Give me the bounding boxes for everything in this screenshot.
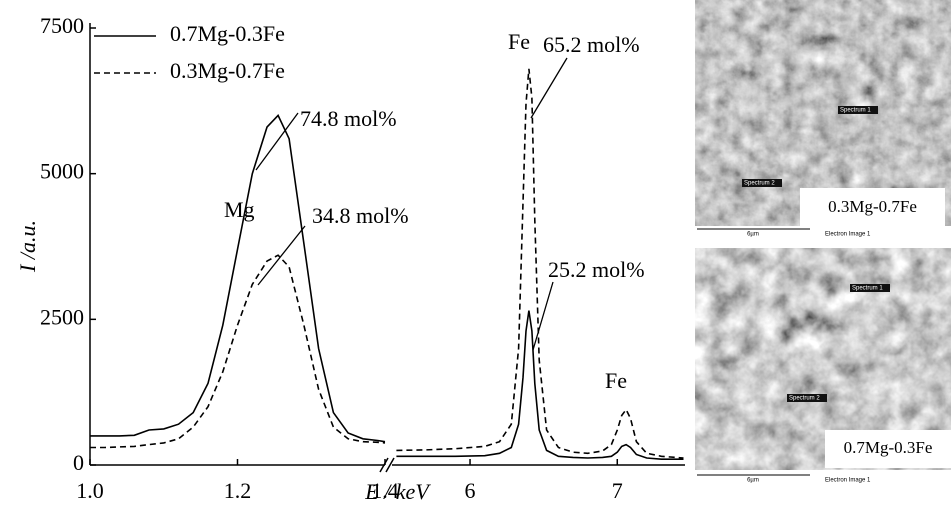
- image-footer: Electron Image 1: [825, 478, 871, 484]
- image-footer: Electron Image 1: [825, 232, 871, 238]
- spectrum-tag: [850, 284, 890, 292]
- y-tick-label: 2500: [40, 304, 84, 329]
- data-line: [396, 68, 684, 459]
- annotation: Mg: [224, 197, 255, 222]
- annotation: 34.8 mol%: [312, 203, 409, 228]
- spectrum-tag: [838, 106, 878, 114]
- spectrum-label: Spectrum 2: [789, 396, 820, 402]
- data-line: [396, 310, 684, 460]
- annotation: 65.2 mol%: [543, 32, 640, 57]
- y-tick-label: 0: [73, 450, 84, 475]
- plot: 0 2500 5000 7500 I /a.u. E / keV 1.0 1.2 1.4 6 7 0.…: [15, 13, 685, 504]
- scale-label: 6µm: [747, 478, 759, 484]
- scale-label: 6µm: [747, 232, 759, 238]
- annotation-arrow: [255, 112, 299, 171]
- image-footer-band: [695, 472, 951, 484]
- spectrum-tag: [742, 179, 782, 187]
- y-tick-label: 5000: [40, 159, 84, 184]
- data-line: [90, 254, 386, 449]
- spectrum-label: Spectrum 2: [744, 181, 775, 187]
- x-axis-label: E / keV: [364, 479, 431, 504]
- data-line: [90, 114, 386, 443]
- spectrum-tag: [787, 394, 827, 402]
- legend-label: 0.7Mg-0.3Fe: [170, 21, 285, 46]
- x-tick-label: 6: [465, 478, 476, 503]
- spectrum-label: Spectrum 1: [840, 108, 871, 114]
- annotation-arrow: [532, 281, 554, 351]
- x-tick-label: 1.4: [371, 478, 399, 503]
- x-tick-label: 1.0: [76, 478, 104, 503]
- annotation: 25.2 mol%: [548, 257, 645, 282]
- annotation-arrow: [530, 57, 568, 119]
- annotation: Fe: [605, 368, 627, 393]
- annotation: Fe: [508, 29, 530, 54]
- sem-images: 6µm Electron Image 1 Spectrum 1 Spectrum 2 0…: [695, 0, 951, 484]
- spectrum-label: Spectrum 1: [852, 286, 883, 292]
- x-tick-label: 1.2: [224, 478, 252, 503]
- axis-break: [385, 457, 395, 473]
- annotation-arrow: [257, 225, 306, 286]
- caption-box: [800, 188, 945, 228]
- image-caption: 0.3Mg-0.7Fe: [828, 197, 917, 216]
- x-tick-label: 7: [612, 478, 623, 503]
- legend-label: 0.3Mg-0.7Fe: [170, 58, 285, 83]
- y-tick-label: 7500: [40, 13, 84, 38]
- image-caption: 0.7Mg-0.3Fe: [844, 438, 933, 457]
- caption-box: [825, 430, 951, 468]
- annotation: 74.8 mol%: [300, 106, 397, 131]
- y-axis-label: I /a.u.: [15, 220, 40, 273]
